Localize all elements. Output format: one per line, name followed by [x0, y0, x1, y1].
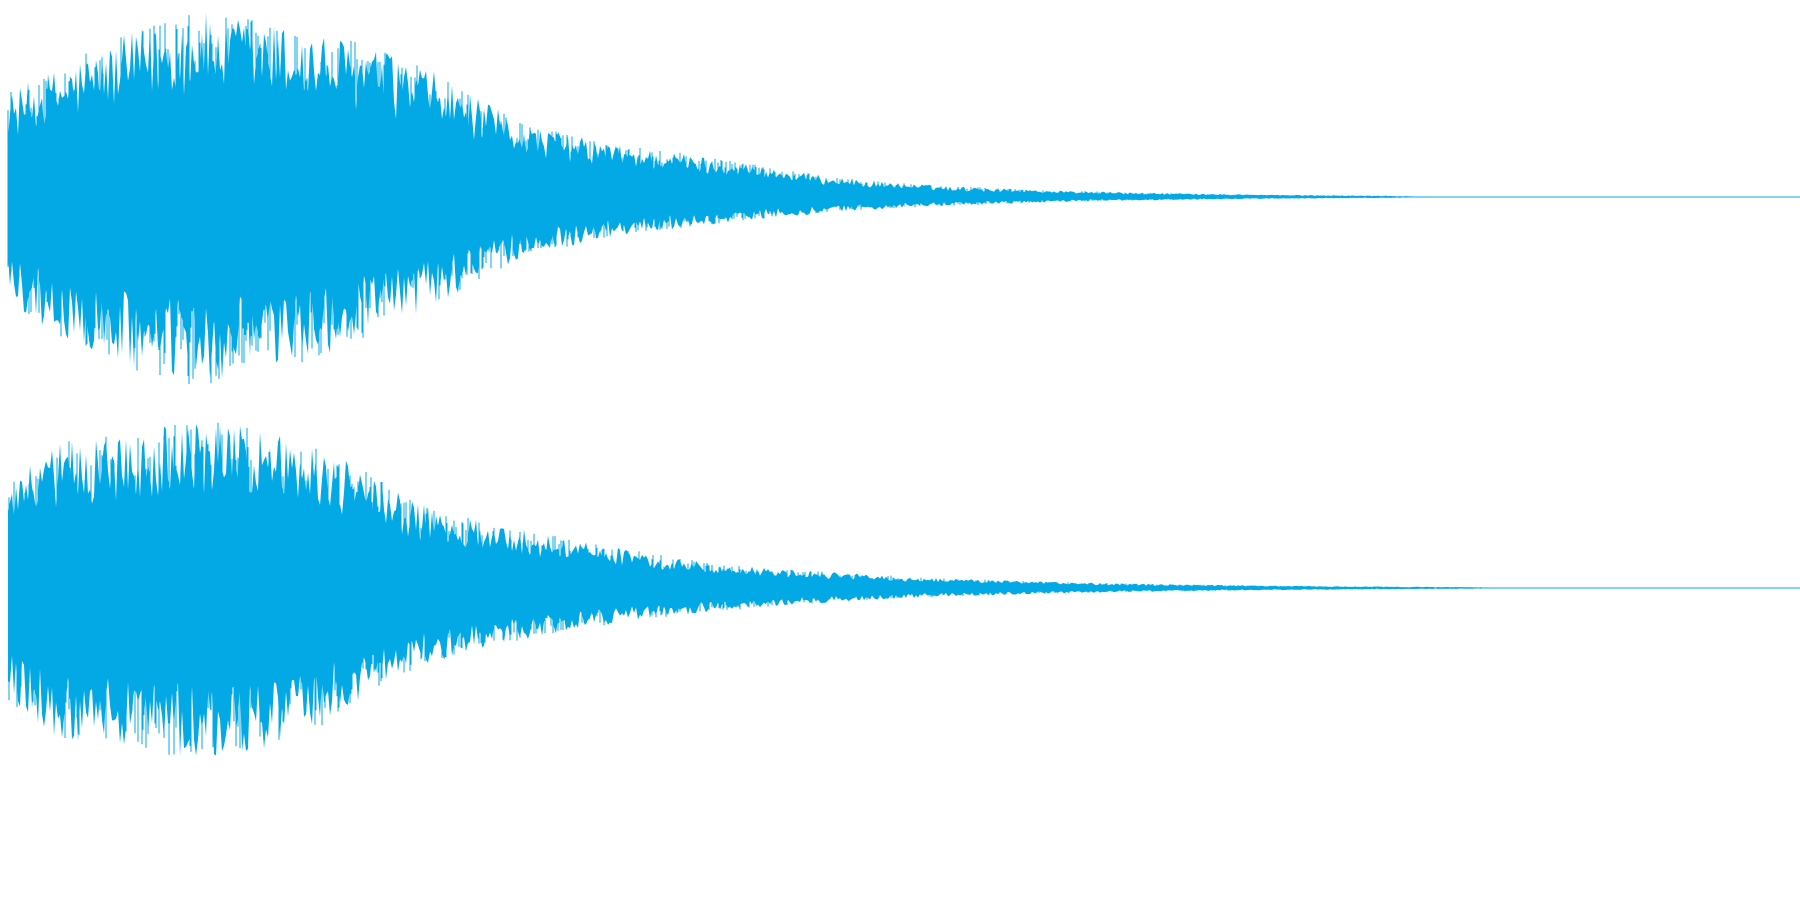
waveform-spikes	[7, 15, 1433, 385]
waveform-body	[8, 424, 1524, 756]
waveform-channel-2	[8, 422, 1800, 756]
waveform-channel-1	[7, 12, 1800, 385]
waveform-spikes	[8, 422, 1519, 755]
